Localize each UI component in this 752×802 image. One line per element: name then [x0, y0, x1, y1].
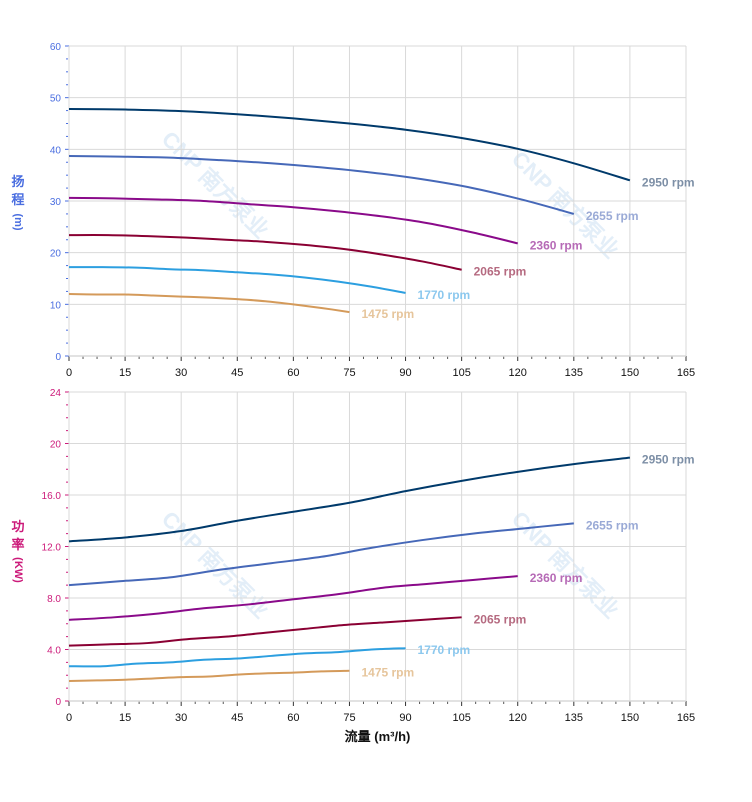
series-line-2065-rpm	[68, 234, 462, 271]
series-label: 2655 rpm	[586, 518, 639, 532]
x-tick-label: 45	[231, 712, 243, 724]
y-tick-label: 30	[50, 197, 62, 208]
series-line-1475-rpm	[68, 669, 350, 683]
y-tick-label: 20	[50, 249, 62, 260]
head-chart: 0 15 30 45 60 75 90 105 120 135 150 165 0 10 20 30 40 50 6…	[11, 42, 695, 379]
series-line-2655-rpm	[68, 522, 574, 587]
y-axis-label-char: 扬	[11, 174, 24, 189]
series-line-2655-rpm	[68, 155, 575, 215]
x-tick-label: 75	[343, 367, 355, 379]
x-tick-label: 105	[452, 712, 470, 724]
series-line-2065-rpm	[68, 616, 462, 647]
series-label: 2360 rpm	[530, 571, 583, 585]
y-tick-label: 40	[50, 145, 62, 156]
series-label: 2065 rpm	[474, 612, 527, 626]
x-tick-label: 90	[399, 712, 411, 724]
x-axis-label: 流量 (m³/h)	[345, 729, 411, 744]
y-axis-label-char: 程	[11, 192, 24, 207]
x-tick-label: 165	[677, 712, 695, 724]
y-tick-label: 10	[50, 300, 62, 311]
series-label: 1770 rpm	[418, 643, 471, 657]
y-tick-label: 20	[50, 440, 62, 451]
series-label: 1475 rpm	[361, 307, 414, 321]
series-line-2360-rpm	[68, 575, 518, 621]
series-label: 2950 rpm	[642, 175, 695, 189]
series-label: 2950 rpm	[642, 453, 695, 467]
power-chart: 0 15 30 45 60 75 90 105 120 135 150 165 0 4.0 8.0 12.0 1…	[11, 388, 695, 744]
y-axis-label-char: 率	[11, 537, 24, 552]
y-tick-label: 60	[50, 42, 62, 53]
series-line-2360-rpm	[68, 196, 518, 245]
x-tick-label: 0	[66, 712, 72, 724]
x-tick-label: 150	[621, 712, 639, 724]
x-tick-label: 30	[175, 367, 187, 379]
series-label: 2065 rpm	[474, 265, 527, 279]
x-tick-label: 90	[399, 367, 411, 379]
series-label: 1475 rpm	[361, 666, 414, 680]
x-tick-label: 150	[621, 367, 639, 379]
y-axis-label-char: 功	[11, 519, 24, 534]
x-tick-label: 60	[287, 367, 299, 379]
x-tick-label: 0	[66, 367, 72, 379]
x-tick-label: 15	[119, 367, 131, 379]
y-tick-label: 12.0	[42, 543, 62, 554]
series-label: 2655 rpm	[586, 209, 639, 223]
x-tick-label: 120	[509, 712, 527, 724]
y-tick-label: 8.0	[47, 594, 61, 605]
series-line-1770-rpm	[68, 647, 406, 668]
y-tick-label: 4.0	[47, 646, 61, 657]
x-tick-label: 60	[287, 712, 299, 724]
series-label: 2360 rpm	[530, 238, 583, 252]
series-line-1770-rpm	[68, 266, 406, 294]
series-line-2950-rpm	[68, 108, 631, 182]
series-label: 1770 rpm	[418, 288, 471, 302]
watermark-text: CNP 南方泵业	[157, 126, 274, 243]
x-tick-label: 135	[565, 712, 583, 724]
x-tick-label: 45	[231, 367, 243, 379]
x-tick-label: 135	[565, 367, 583, 379]
y-tick-label: 50	[50, 94, 62, 105]
x-tick-label: 165	[677, 367, 695, 379]
y-axis-unit: (m)	[12, 213, 24, 230]
y-tick-label: 0	[55, 697, 61, 708]
y-tick-label: 24	[50, 388, 62, 399]
y-tick-label: 16.0	[42, 491, 62, 502]
x-tick-label: 75	[343, 712, 355, 724]
y-axis-unit: (KW)	[12, 557, 24, 583]
x-tick-label: 15	[119, 712, 131, 724]
series-line-2950-rpm	[68, 456, 631, 543]
x-tick-label: 30	[175, 712, 187, 724]
x-tick-label: 105	[452, 367, 470, 379]
x-tick-label: 120	[509, 367, 527, 379]
y-tick-label: 0	[55, 352, 61, 363]
series-line-1475-rpm	[68, 293, 350, 314]
